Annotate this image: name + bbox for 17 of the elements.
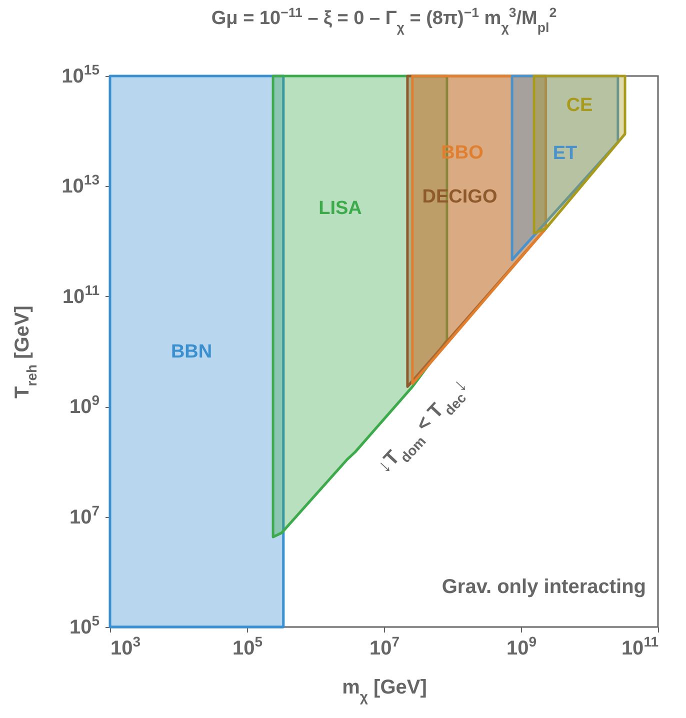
x-tick-label: 10$^{7}$ bbox=[369, 634, 400, 660]
series-label: CE bbox=[566, 94, 593, 116]
x-tick-label: 10$^{3}$ bbox=[110, 634, 141, 660]
x-axis-title: m$_{χ}$ [GeV] bbox=[342, 676, 427, 704]
y-tick-label: 10$^{7}$ bbox=[69, 502, 100, 528]
y-tick-label: 10$^{11}$ bbox=[62, 282, 100, 308]
y-tick-label: 10$^{9}$ bbox=[69, 392, 100, 418]
x-tick-label: 10$^{11}$ bbox=[621, 634, 659, 660]
text: BBN bbox=[170, 342, 212, 362]
y-tick-label: 10$^{15}$ bbox=[62, 62, 100, 88]
y-tick-label: 10$^{5}$ bbox=[69, 612, 100, 638]
series-label: ET bbox=[552, 143, 578, 164]
x-tick-label: 10$^{9}$ bbox=[506, 634, 537, 660]
annotation: Grav. only interacting bbox=[442, 576, 646, 598]
y-tick-label: 10$^{13}$ bbox=[62, 172, 100, 198]
x-tick-label: 10$^{5}$ bbox=[232, 634, 263, 660]
text: LISA bbox=[318, 198, 362, 220]
